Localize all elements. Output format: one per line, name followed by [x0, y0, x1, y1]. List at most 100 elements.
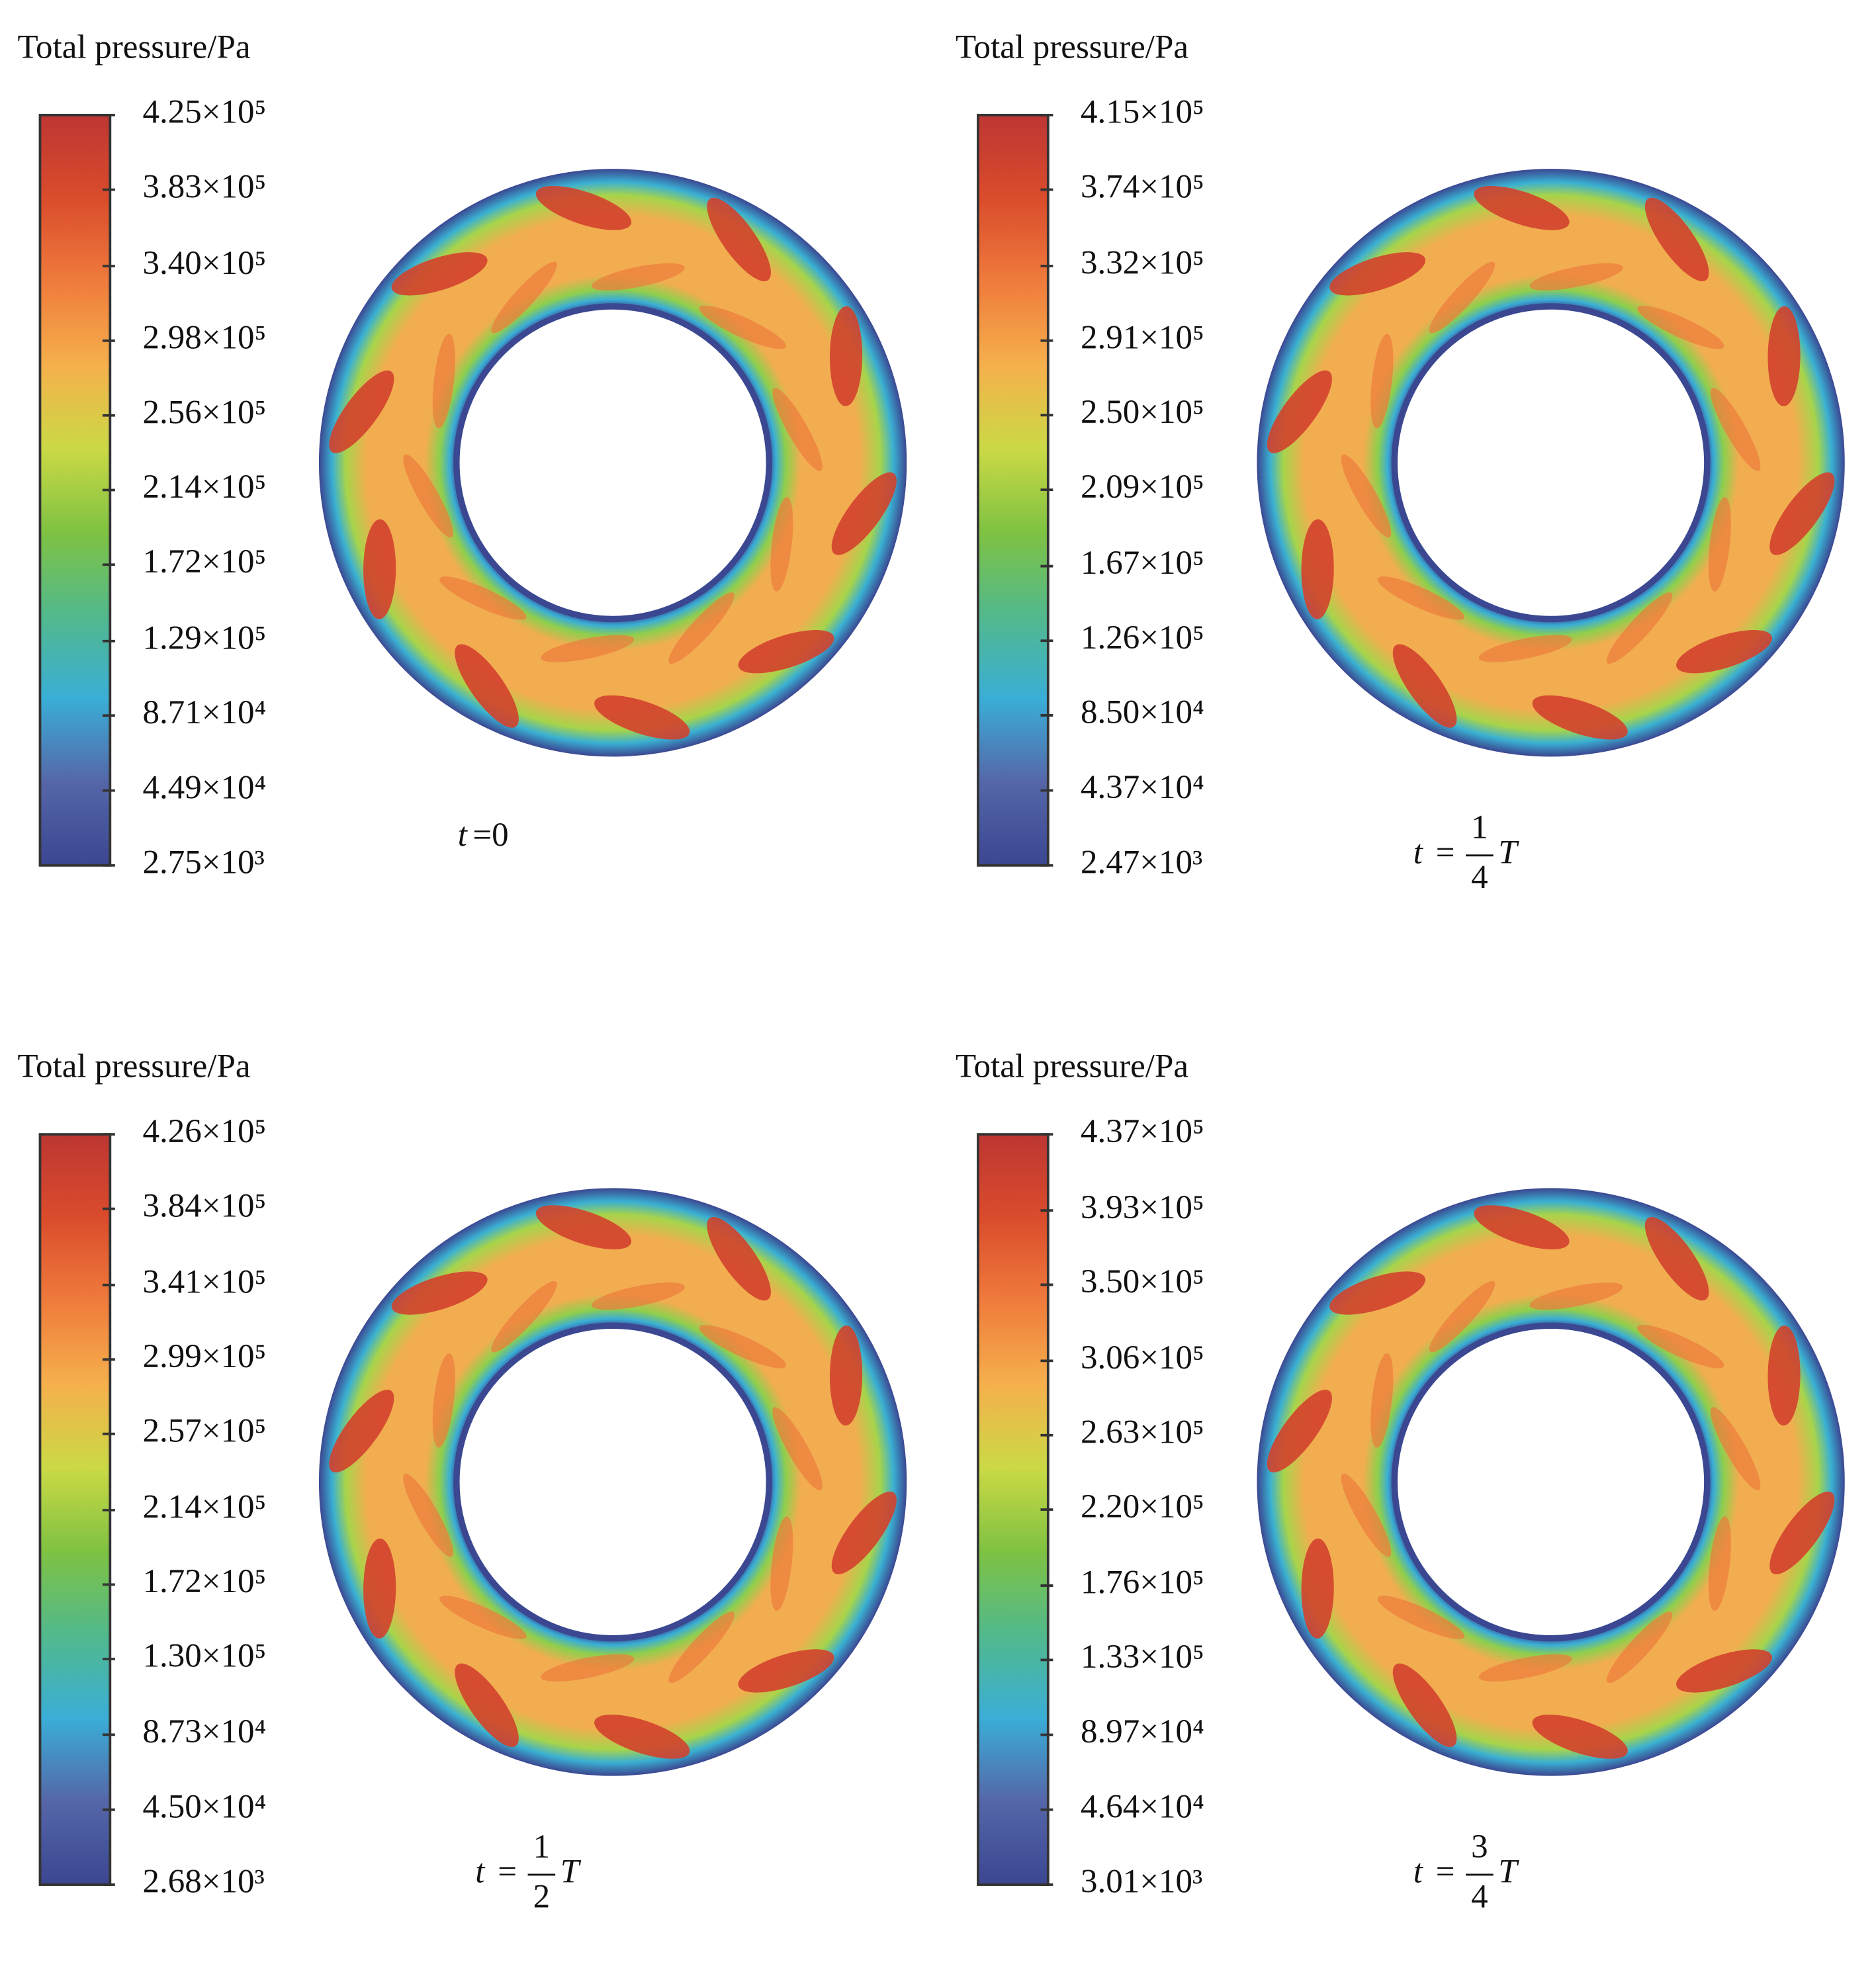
- blade-wake: [1478, 1654, 1572, 1682]
- blade-wake: [1429, 1280, 1496, 1353]
- blade-wake: [1606, 1611, 1673, 1684]
- blade-high-pressure: [391, 252, 488, 296]
- blade-wake: [432, 334, 455, 429]
- caption-equals: =: [1436, 1854, 1455, 1891]
- blade-high-pressure: [1767, 1325, 1801, 1426]
- blade-high-pressure: [1769, 472, 1835, 555]
- blade-wake: [1710, 1407, 1761, 1491]
- blade-high-pressure: [329, 370, 394, 453]
- blade-wake: [1529, 263, 1623, 291]
- blade-wake: [1341, 454, 1392, 538]
- blade-high-pressure: [1329, 252, 1426, 296]
- blade-wake: [1377, 1595, 1465, 1639]
- colorbar: [977, 1133, 1050, 1886]
- blade-wake: [592, 1282, 685, 1310]
- blade-wake: [1370, 1353, 1394, 1448]
- blade-wake: [1429, 261, 1496, 334]
- colorbar-tick-label: 1.30×10⁵: [142, 1638, 266, 1675]
- colorbar-tick-label: 2.56×10⁵: [142, 394, 266, 431]
- blade-high-pressure: [707, 197, 771, 282]
- rotor-hub: [453, 1322, 773, 1642]
- blade-high-pressure: [1532, 1714, 1628, 1759]
- blade-high-pressure: [391, 1271, 488, 1315]
- colorbar-tick-label: 1.26×10⁵: [1081, 619, 1204, 656]
- colorbar-title: Total pressure/Pa: [17, 28, 250, 66]
- blade-wake: [1708, 1516, 1731, 1611]
- caption-equals: =: [1436, 834, 1455, 871]
- blade-high-pressure: [535, 1205, 632, 1250]
- colorbar-tick-label: 1.29×10⁵: [142, 619, 266, 656]
- blade-high-pressure: [738, 1649, 834, 1693]
- blade-high-pressure: [831, 472, 897, 555]
- blade-high-pressure: [455, 644, 519, 728]
- blade-wake: [1370, 334, 1394, 429]
- blade-high-pressure: [829, 1325, 863, 1426]
- colorbar: [977, 113, 1050, 867]
- blade-wake: [1377, 576, 1465, 620]
- colorbar-tick-label: 1.72×10⁵: [142, 543, 266, 580]
- blade-high-pressure: [594, 695, 690, 740]
- colorbar-tick-label: 8.97×10⁴: [1081, 1713, 1204, 1750]
- colorbar-tick-label: 3.06×10⁵: [1081, 1339, 1204, 1376]
- caption-variable: t: [475, 1854, 486, 1891]
- colorbar-tick-label: 4.37×10⁴: [1081, 769, 1204, 806]
- blade-high-pressure: [1474, 1205, 1570, 1250]
- caption-variable: t: [458, 817, 469, 854]
- blade-high-pressure: [594, 1714, 690, 1759]
- colorbar-tick-label: 2.98×10⁵: [142, 320, 266, 357]
- blade-wake: [1710, 388, 1761, 471]
- blade-wake: [439, 1595, 527, 1639]
- colorbar-tick-label: 2.91×10⁵: [1081, 319, 1204, 356]
- caption-variable: t: [1413, 1854, 1424, 1891]
- colorbar-tick-label: 3.84×10⁵: [142, 1187, 266, 1224]
- colorbar-tick-label: 3.40×10⁵: [142, 245, 266, 282]
- blade-wake: [439, 576, 527, 620]
- caption-denominator: 4: [1471, 1878, 1488, 1915]
- colorbar-tick-label: 1.33×10⁵: [1081, 1639, 1204, 1676]
- blade-high-pressure: [1644, 197, 1709, 282]
- caption-equals: =: [498, 1854, 517, 1891]
- blade-high-pressure: [1676, 1649, 1773, 1693]
- caption-value: =0: [472, 817, 508, 854]
- blade-wake: [491, 261, 557, 334]
- blade-wake: [491, 1280, 557, 1353]
- colorbar-tick-label: 4.25×10⁵: [142, 94, 266, 131]
- panel: Total pressure/Pa 4.37×10⁵ 3.93×10⁵ 3.50×10…: [956, 1048, 1845, 1915]
- panel: Total pressure/Pa 4.15×10⁵ 3.74×10⁵ 3.32×10…: [956, 28, 1845, 896]
- blade-wake: [1637, 305, 1724, 349]
- blade-high-pressure: [1329, 1271, 1426, 1315]
- blade-wake: [772, 388, 823, 471]
- caption-unit: T: [560, 1854, 582, 1891]
- colorbar-tick-label: 2.50×10⁵: [1081, 394, 1204, 431]
- blade-high-pressure: [1267, 1390, 1332, 1473]
- caption-variable: t: [1413, 834, 1424, 871]
- blade-wake: [668, 1611, 735, 1684]
- blade-wake: [1478, 635, 1572, 662]
- colorbar-tick-label: 2.47×10³: [1081, 844, 1202, 881]
- colorbar-tick-label: 4.49×10⁴: [142, 769, 266, 806]
- colorbar-tick-label: 8.73×10⁴: [142, 1713, 266, 1750]
- blade-high-pressure: [1392, 644, 1457, 728]
- blade-high-pressure: [1769, 1491, 1835, 1574]
- colorbar-tick-label: 3.32×10⁵: [1081, 245, 1204, 282]
- colorbar-tick-label: 4.64×10⁴: [1081, 1788, 1204, 1825]
- blade-wake: [403, 1473, 453, 1557]
- blade-wake: [772, 1407, 823, 1491]
- blade-wake: [668, 592, 735, 664]
- rotor-hub: [453, 303, 773, 623]
- blade-high-pressure: [831, 1491, 897, 1574]
- rotor-hub: [1391, 1322, 1711, 1642]
- colorbar-tick-label: 8.50×10⁴: [1081, 694, 1204, 731]
- blade-high-pressure: [363, 1538, 396, 1639]
- colorbar: [38, 1133, 112, 1886]
- caption-numerator: 1: [533, 1828, 551, 1865]
- colorbar-tick-label: 2.63×10⁵: [1081, 1414, 1204, 1451]
- blade-high-pressure: [829, 306, 863, 406]
- blade-wake: [770, 497, 793, 592]
- colorbar-tick-label: 3.50×10⁵: [1081, 1263, 1204, 1300]
- panel: Total pressure/Pa 4.26×10⁵ 3.84×10⁵ 3.41×10…: [17, 1048, 907, 1915]
- blade-wake: [699, 305, 786, 349]
- blade-high-pressure: [1267, 370, 1332, 453]
- blade-wake: [403, 454, 453, 538]
- colorbar-tick-label: 2.20×10⁵: [1081, 1488, 1204, 1525]
